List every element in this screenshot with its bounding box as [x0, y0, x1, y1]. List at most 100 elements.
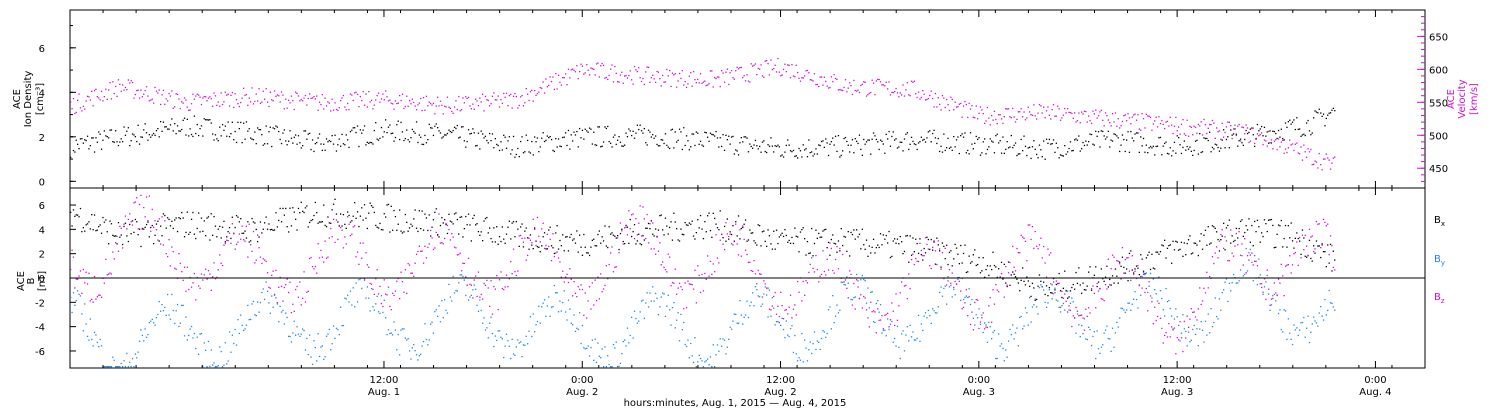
data-point-series — [626, 136, 629, 138]
data-point-bx — [978, 256, 980, 259]
data-point-series — [962, 105, 965, 107]
data-point-bx — [224, 241, 226, 243]
data-point-series — [556, 88, 558, 90]
data-point-bx — [735, 221, 737, 223]
data-point-series — [920, 96, 922, 99]
data-point-by — [929, 315, 931, 317]
data-point-bx — [1173, 249, 1176, 251]
data-point-series — [206, 119, 208, 121]
data-point-bx — [449, 220, 451, 222]
data-point-by — [235, 344, 238, 346]
data-point-series — [932, 132, 934, 135]
data-point-series — [633, 65, 636, 68]
data-point-bz — [1055, 280, 1057, 282]
data-point-by — [186, 339, 188, 341]
data-point-by — [158, 300, 160, 303]
data-point-series — [832, 80, 834, 83]
data-point-bx — [1227, 224, 1229, 227]
data-point-by — [369, 310, 371, 312]
data-point-series — [331, 98, 333, 100]
data-point-bx — [1096, 285, 1098, 288]
data-point-series — [469, 133, 471, 135]
data-point-series — [1089, 120, 1091, 122]
data-point-bz — [579, 288, 581, 291]
data-point-by — [192, 337, 194, 339]
data-point-series — [934, 92, 937, 95]
data-point-bx — [962, 252, 965, 255]
data-point-series — [993, 110, 996, 112]
data-point-series — [598, 126, 600, 128]
data-point-series — [664, 81, 667, 83]
data-point-by — [818, 341, 820, 343]
data-point-bz — [951, 272, 953, 274]
data-point-by — [324, 356, 326, 358]
data-point-series — [532, 100, 534, 102]
data-point-bx — [1196, 244, 1198, 246]
data-point-bz — [302, 297, 304, 299]
data-point-series — [1083, 110, 1086, 112]
data-point-series — [295, 134, 297, 136]
data-point-by — [1308, 341, 1311, 344]
data-point-series — [752, 147, 754, 149]
data-point-series — [531, 140, 533, 143]
data-point-series — [1034, 115, 1036, 117]
data-point-series — [285, 98, 287, 100]
data-point-bz — [1172, 329, 1174, 331]
data-point-by — [442, 317, 444, 319]
data-point-bx — [1303, 237, 1305, 239]
data-point-by — [989, 326, 991, 328]
data-point-series — [183, 97, 186, 99]
data-point-bx — [1317, 245, 1319, 247]
data-point-series — [233, 106, 235, 109]
data-point-by — [685, 345, 688, 348]
data-point-bz — [1320, 247, 1322, 249]
data-point-series — [248, 128, 250, 130]
data-point-series — [843, 137, 845, 140]
data-point-bx — [437, 234, 439, 236]
data-point-series — [226, 94, 228, 96]
data-point-series — [579, 70, 581, 73]
data-point-by — [1043, 289, 1045, 291]
data-point-series — [839, 156, 841, 158]
data-point-by — [113, 359, 115, 361]
data-point-series — [1081, 111, 1083, 113]
data-point-series — [1290, 123, 1292, 125]
data-point-series — [659, 78, 661, 80]
data-point-series — [425, 95, 428, 97]
data-point-by — [1069, 302, 1072, 304]
data-point-series — [761, 75, 764, 77]
data-point-bz — [482, 298, 484, 300]
data-point-bx — [79, 207, 82, 210]
data-point-series — [752, 65, 754, 67]
data-point-series — [520, 140, 522, 143]
data-point-by — [591, 339, 593, 341]
data-point-series — [168, 92, 170, 95]
data-point-series — [699, 140, 702, 142]
data-point-bx — [794, 227, 796, 229]
data-point-by — [882, 329, 884, 332]
data-point-by — [155, 317, 158, 319]
data-point-by — [666, 305, 668, 307]
data-point-series — [1310, 148, 1312, 151]
data-point-by — [570, 322, 572, 324]
data-point-bz — [1050, 252, 1052, 254]
data-point-bx — [140, 245, 142, 248]
data-point-by — [288, 335, 290, 337]
data-point-bz — [425, 257, 428, 259]
data-point-bx — [694, 238, 696, 240]
data-point-bx — [411, 225, 413, 227]
data-point-series — [1045, 110, 1048, 112]
data-point-by — [1211, 326, 1214, 328]
data-point-series — [1065, 153, 1067, 155]
data-point-by — [811, 352, 813, 355]
data-point-bz — [1131, 255, 1133, 257]
data-point-bx — [1134, 268, 1136, 270]
data-point-by — [1322, 319, 1325, 321]
data-point-series — [664, 133, 667, 135]
data-point-series — [1307, 119, 1309, 122]
data-point-by — [761, 303, 764, 305]
data-point-bx — [349, 221, 352, 223]
data-point-series — [444, 134, 446, 136]
data-point-bz — [1054, 292, 1056, 294]
data-point-bz — [1099, 287, 1101, 290]
